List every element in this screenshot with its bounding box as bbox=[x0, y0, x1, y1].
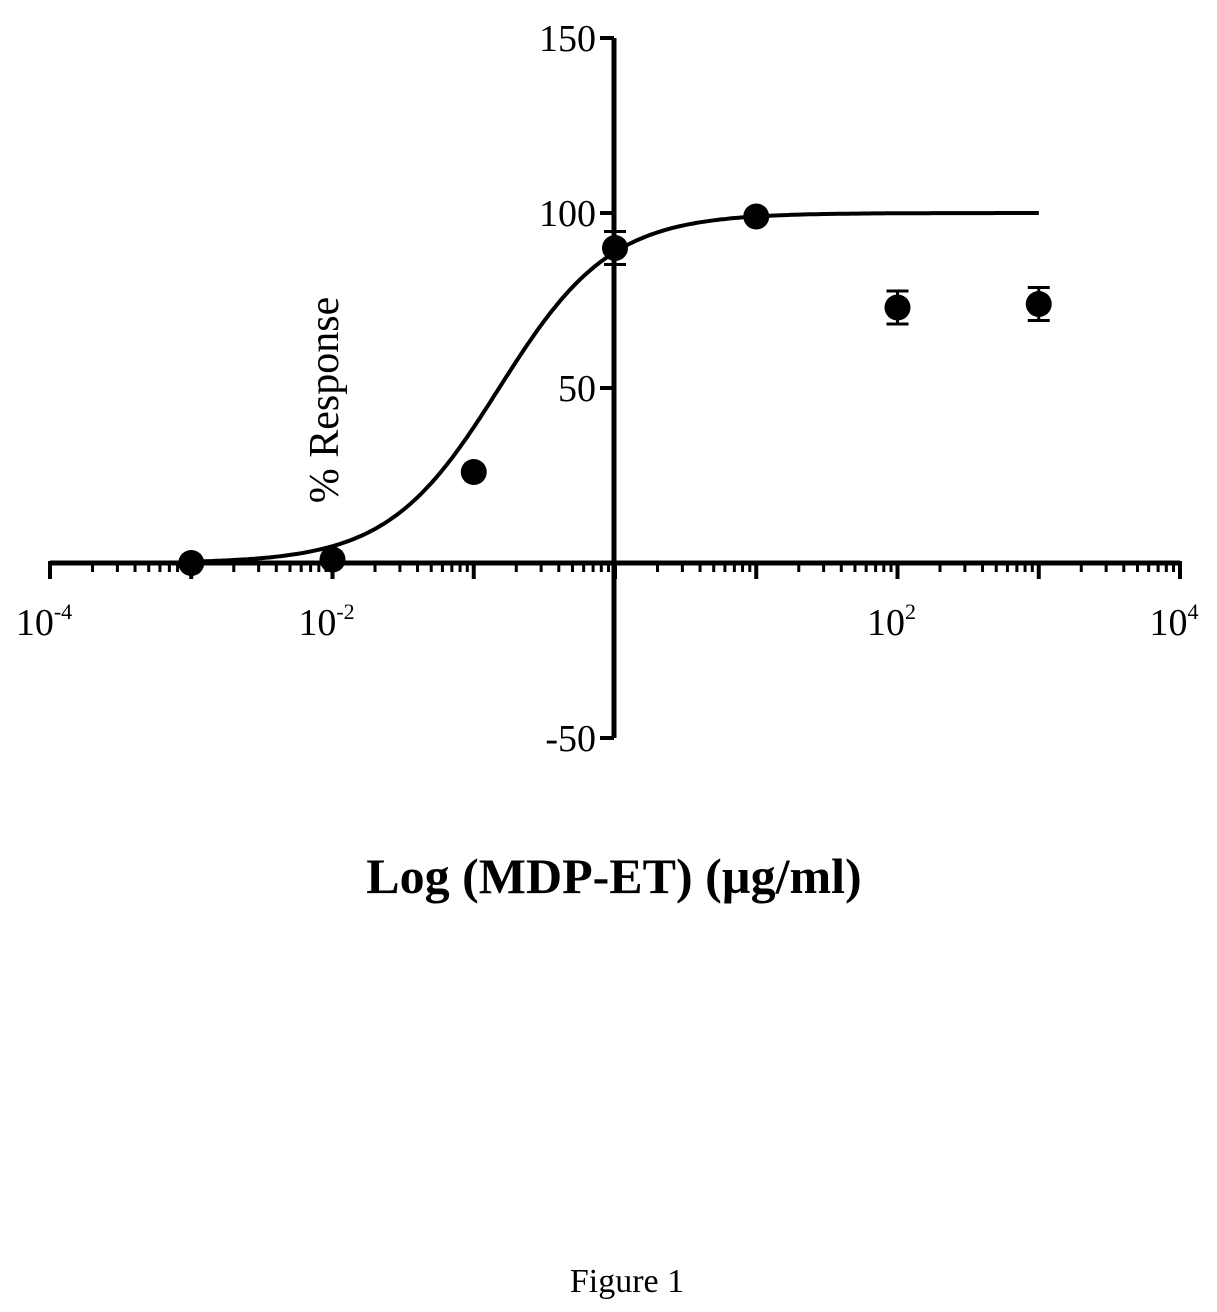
figure-caption: Figure 1 bbox=[570, 1263, 684, 1300]
data-points bbox=[178, 203, 1052, 576]
x-tick-label-exponent: -2 bbox=[336, 599, 354, 624]
data-point bbox=[178, 550, 205, 576]
x-tick-label-base: 10 bbox=[298, 602, 336, 644]
y-tick-label: 150 bbox=[539, 18, 596, 60]
x-tick-label-base: 10 bbox=[16, 602, 54, 644]
x-tick-label-base: 10 bbox=[867, 602, 905, 644]
data-point bbox=[743, 203, 770, 230]
data-point bbox=[319, 546, 346, 573]
data-point-marker bbox=[319, 546, 346, 573]
data-point bbox=[602, 230, 628, 266]
data-point-marker bbox=[178, 550, 205, 576]
y-axis-ticks bbox=[600, 36, 614, 740]
data-point-marker bbox=[743, 203, 770, 230]
x-tick-label-base: 10 bbox=[1150, 602, 1188, 644]
x-tick-label-exponent: 4 bbox=[1188, 599, 1199, 624]
x-tick-label: 10-4 bbox=[16, 599, 72, 644]
data-point bbox=[460, 459, 487, 485]
x-tick-label: 102 bbox=[867, 599, 916, 644]
y-axis-label: % Response bbox=[302, 297, 348, 503]
x-tick-label: 10-2 bbox=[298, 599, 354, 644]
data-point bbox=[884, 289, 911, 326]
y-tick-label: 50 bbox=[558, 368, 596, 410]
y-axis-tick-labels: 150 100 50 -50 bbox=[539, 18, 596, 760]
data-point bbox=[1025, 286, 1052, 322]
data-point-marker bbox=[884, 294, 911, 321]
x-tick-label-exponent: 2 bbox=[905, 599, 916, 624]
data-point-marker bbox=[1025, 291, 1052, 317]
x-tick-label-exponent: -4 bbox=[54, 599, 72, 624]
x-axis-tick-labels: 10-4 10-2 102 104 bbox=[16, 599, 1199, 644]
x-axis-label: Log (MDP-ET) (µg/ml) bbox=[366, 848, 861, 904]
data-point-marker bbox=[602, 235, 628, 261]
data-point-marker bbox=[460, 459, 487, 485]
x-tick-label: 104 bbox=[1150, 599, 1199, 644]
y-tick-label: -50 bbox=[545, 718, 596, 760]
y-tick-label: 100 bbox=[539, 193, 596, 235]
